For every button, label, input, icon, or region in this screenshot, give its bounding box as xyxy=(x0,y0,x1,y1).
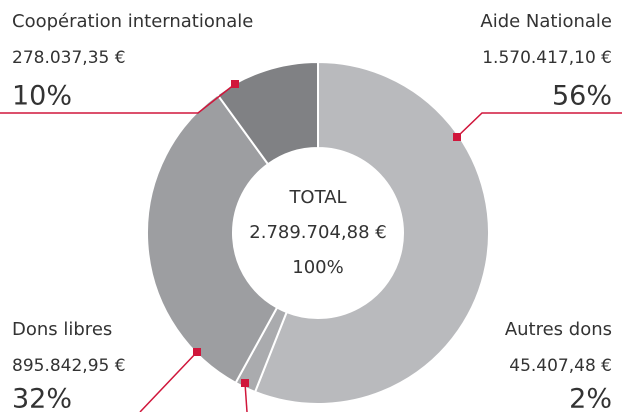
percent-label: 2% xyxy=(569,384,612,412)
center-percent: 100% xyxy=(292,257,343,278)
donut-segment xyxy=(146,93,279,385)
leader-line xyxy=(456,112,622,138)
leader-dot xyxy=(193,348,201,356)
leader-dot xyxy=(241,379,249,387)
category-label: Aide Nationale xyxy=(480,11,612,32)
amount-label: 1.570.417,10 € xyxy=(482,48,612,68)
leader-dot xyxy=(453,133,461,141)
leader-dot xyxy=(231,80,239,88)
leader-line xyxy=(244,382,248,412)
donut-segment xyxy=(253,60,490,405)
percent-label: 10% xyxy=(12,81,72,112)
amount-label: 895.842,95 € xyxy=(12,356,126,376)
donut xyxy=(146,60,490,405)
category-label: Coopération internationale xyxy=(12,11,253,32)
category-label: Dons libres xyxy=(12,319,112,340)
percent-label: 56% xyxy=(552,81,612,112)
percent-label: 32% xyxy=(12,384,72,412)
leader-line xyxy=(139,351,198,412)
amount-label: 45.407,48 € xyxy=(509,356,612,376)
donut-segment xyxy=(216,60,319,166)
amount-label: 278.037,35 € xyxy=(12,48,126,68)
category-label: Autres dons xyxy=(505,319,612,340)
center-title: TOTAL xyxy=(288,187,346,208)
leader-line xyxy=(0,83,236,114)
center-amount: 2.789.704,88 € xyxy=(249,222,386,243)
